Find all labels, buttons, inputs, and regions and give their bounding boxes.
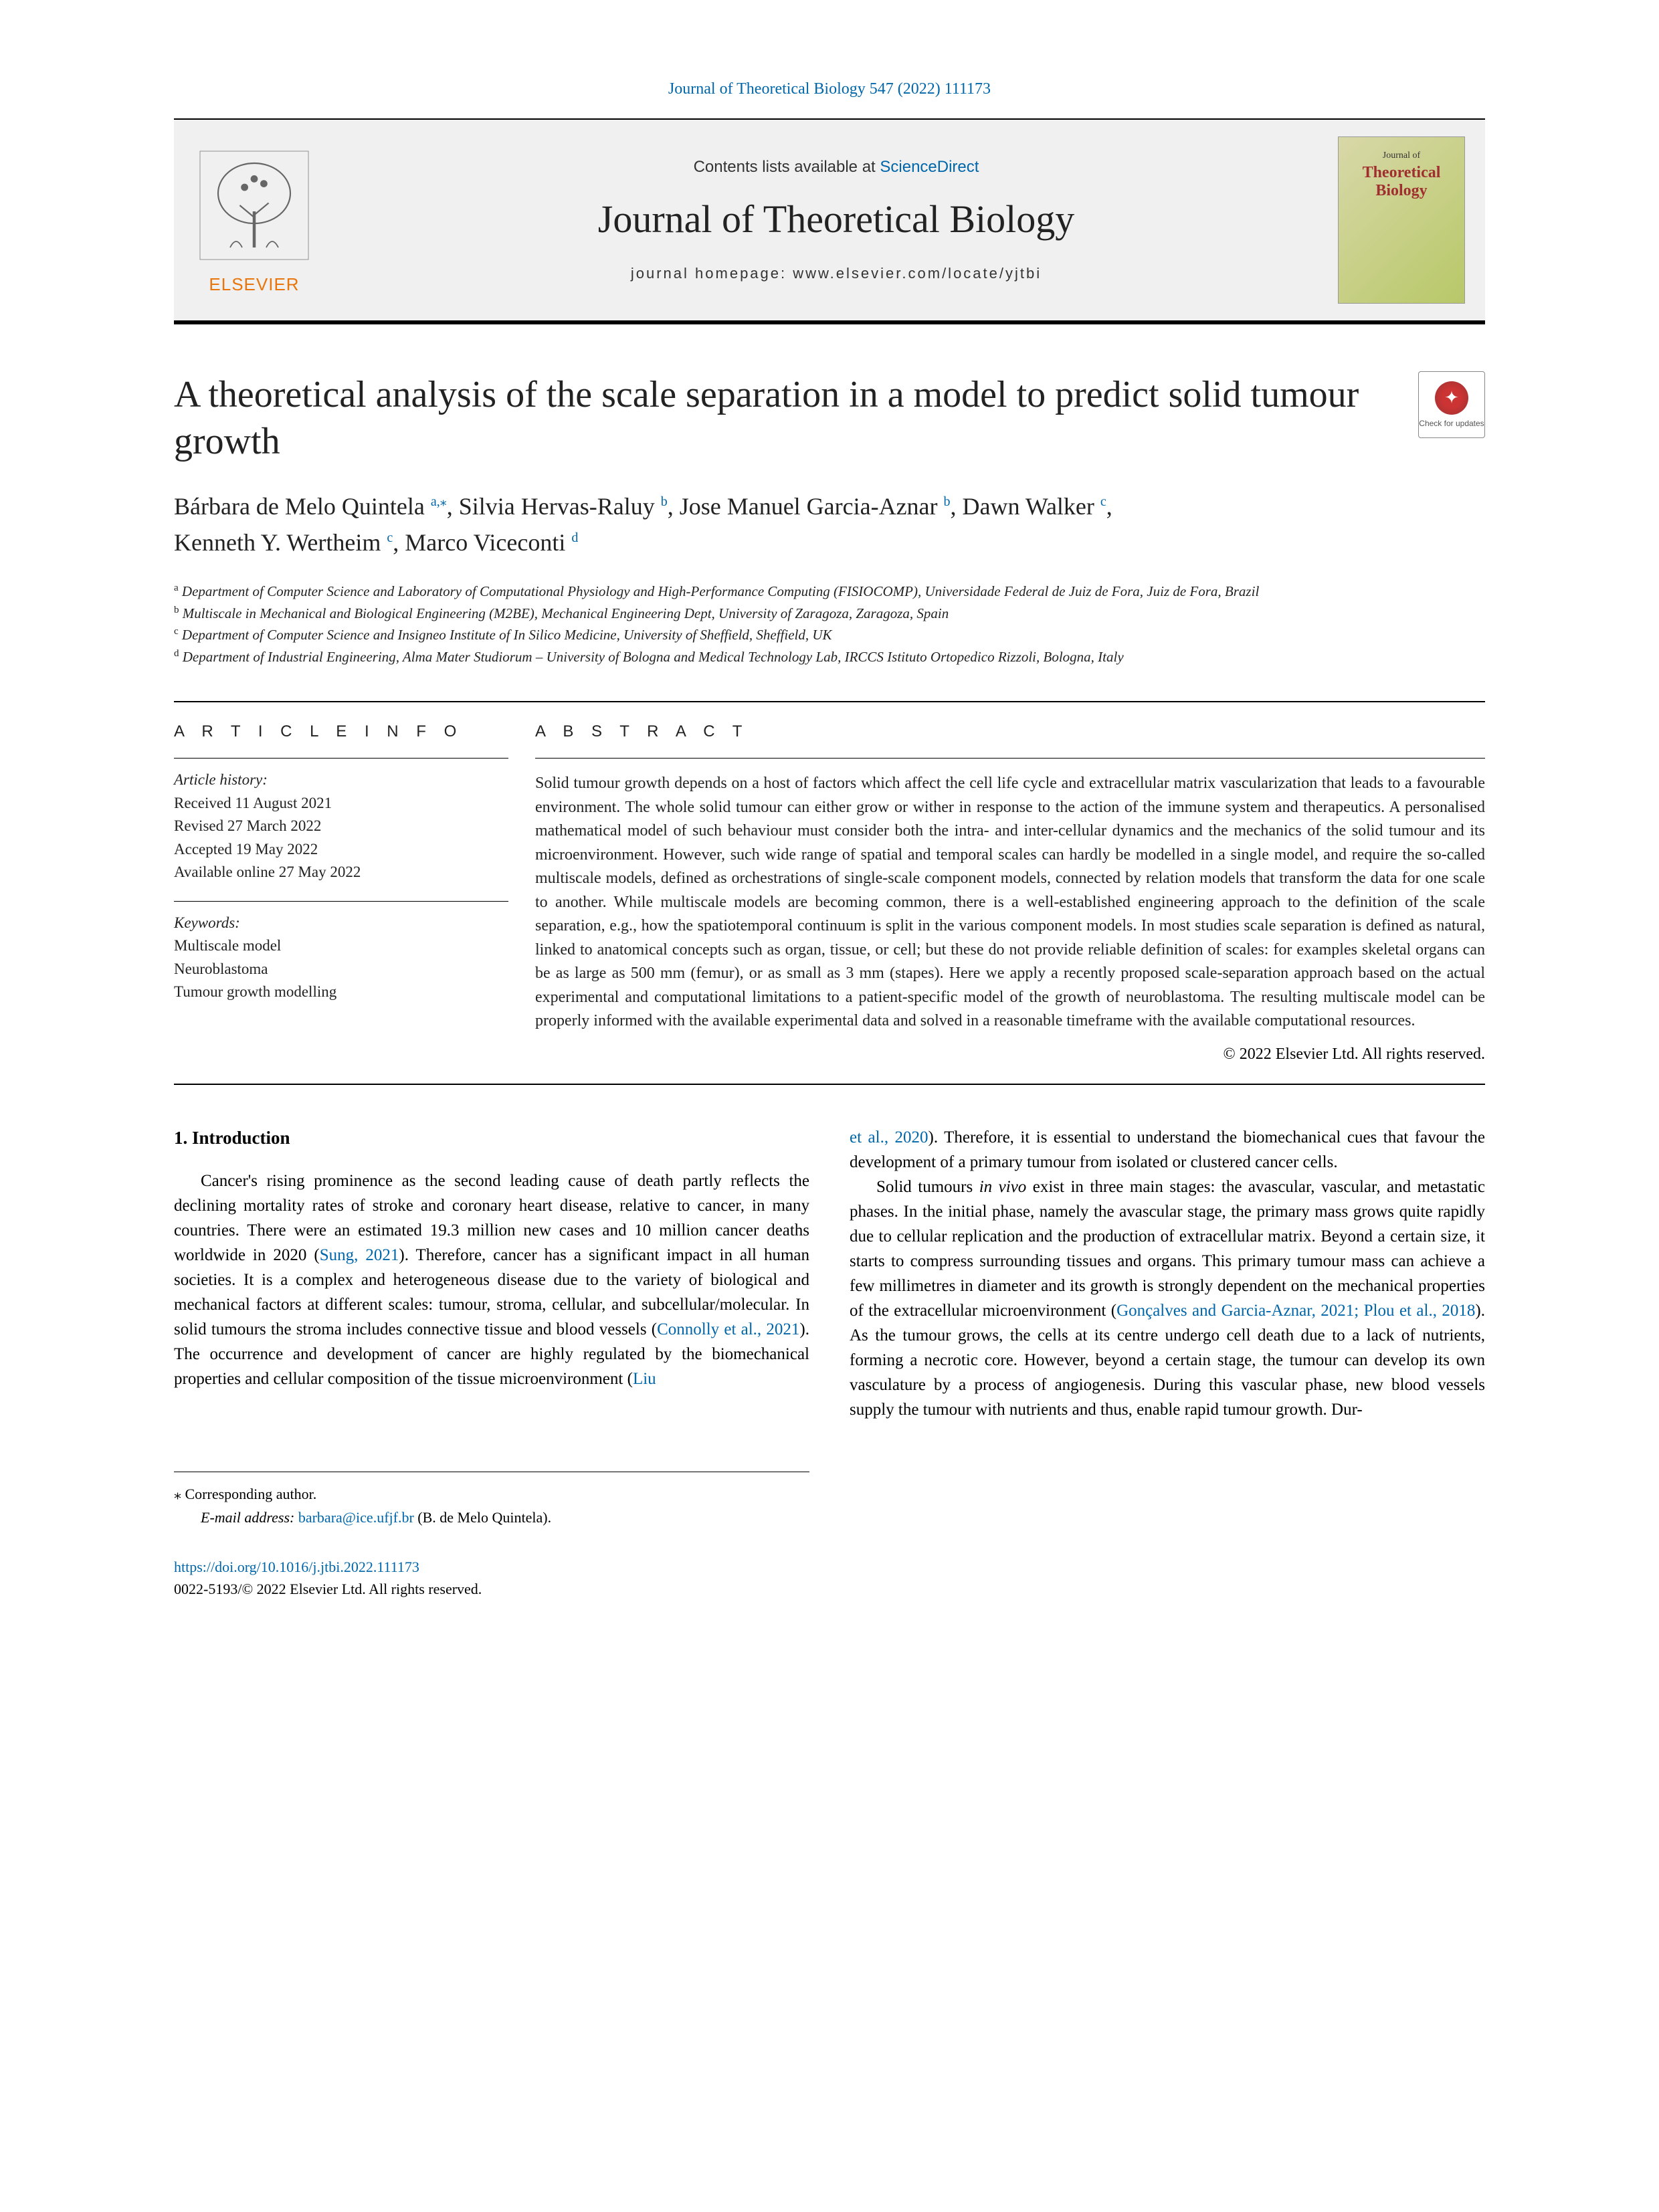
body-columns: 1. Introduction Cancer's rising prominen… (174, 1125, 1485, 1529)
thick-rule (174, 320, 1485, 324)
online-date: Available online 27 May 2022 (174, 861, 508, 884)
citation-header: Journal of Theoretical Biology 547 (2022… (174, 80, 1485, 98)
footnotes: ⁎ Corresponding author. E-mail address: … (174, 1472, 809, 1529)
citation-link[interactable]: Gonçalves and Garcia-Aznar, 2021; Plou e… (1116, 1302, 1475, 1320)
abstract-copyright: © 2022 Elsevier Ltd. All rights reserved… (535, 1045, 1485, 1064)
article-title: A theoretical analysis of the scale sepa… (174, 371, 1391, 465)
section-heading: 1. Introduction (174, 1125, 809, 1152)
title-row: A theoretical analysis of the scale sepa… (174, 371, 1485, 465)
contents-line: Contents lists available at ScienceDirec… (334, 158, 1338, 177)
publisher-name: ELSEVIER (187, 274, 321, 295)
check-updates-button[interactable]: ✦ Check for updates (1418, 371, 1485, 438)
body-paragraph: Solid tumours in vivo exist in three mai… (850, 1175, 1485, 1422)
journal-cover-thumbnail[interactable]: Journal of Theoretical Biology (1338, 136, 1465, 304)
check-updates-label: Check for updates (1419, 419, 1484, 428)
history-label: Article history: (174, 769, 508, 792)
abstract-column: A B S T R A C T Solid tumour growth depe… (535, 702, 1485, 1084)
body-paragraph: Cancer's rising prominence as the second… (174, 1169, 809, 1391)
citation-link[interactable]: Connolly et al., 2021 (657, 1320, 799, 1338)
crossmark-icon: ✦ (1435, 381, 1468, 415)
keyword: Multiscale model (174, 934, 508, 958)
cover-line3: Biology (1375, 182, 1427, 200)
keyword: Tumour growth modelling (174, 981, 508, 1004)
body-paragraph: et al., 2020). Therefore, it is essentia… (850, 1125, 1485, 1175)
abstract-text: Solid tumour growth depends on a host of… (535, 772, 1485, 1033)
cover-container: Journal of Theoretical Biology (1338, 136, 1485, 304)
footer-meta: https://doi.org/10.1016/j.jtbi.2022.1111… (174, 1556, 1485, 1600)
issn-copyright: 0022-5193/© 2022 Elsevier Ltd. All right… (174, 1578, 1485, 1600)
keywords-block: Keywords: Multiscale model Neuroblastoma… (174, 912, 508, 1004)
journal-banner: ELSEVIER Contents lists available at Sci… (174, 120, 1485, 320)
elsevier-tree-icon (194, 145, 314, 266)
revised-date: Revised 27 March 2022 (174, 815, 508, 838)
article-history: Article history: Received 11 August 2021… (174, 769, 508, 884)
corresponding-author-note: ⁎ Corresponding author. (174, 1482, 809, 1506)
homepage-line: journal homepage: www.elsevier.com/locat… (334, 265, 1338, 282)
citation-link[interactable]: Liu (633, 1370, 656, 1388)
authors-list: Bárbara de Melo Quintela a,⁎, Silvia Her… (174, 488, 1485, 561)
affiliation-a: a Department of Computer Science and Lab… (174, 581, 1485, 603)
affiliations-list: a Department of Computer Science and Lab… (174, 581, 1485, 668)
citation-link[interactable]: Sung, 2021 (320, 1246, 399, 1264)
citation-link[interactable]: et al., 2020 (850, 1128, 929, 1146)
homepage-prefix: journal homepage: (631, 265, 793, 282)
contents-prefix: Contents lists available at (694, 158, 880, 176)
article-info-column: A R T I C L E I N F O Article history: R… (174, 702, 535, 1084)
affiliation-b: b Multiscale in Mechanical and Biologica… (174, 603, 1485, 625)
accepted-date: Accepted 19 May 2022 (174, 838, 508, 862)
email-link[interactable]: barbara@ice.ufjf.br (298, 1509, 414, 1526)
cover-line1: Journal of (1383, 150, 1420, 161)
journal-title: Journal of Theoretical Biology (334, 197, 1338, 241)
cover-line2: Theoretical (1363, 164, 1441, 182)
info-abstract-block: A R T I C L E I N F O Article history: R… (174, 701, 1485, 1085)
received-date: Received 11 August 2021 (174, 792, 508, 815)
publisher-logo-block: ELSEVIER (174, 145, 334, 295)
affiliation-d: d Department of Industrial Engineering, … (174, 646, 1485, 668)
banner-center: Contents lists available at ScienceDirec… (334, 151, 1338, 289)
homepage-url[interactable]: www.elsevier.com/locate/yjtbi (793, 265, 1042, 282)
sciencedirect-link[interactable]: ScienceDirect (880, 158, 979, 176)
body-column-left: 1. Introduction Cancer's rising prominen… (174, 1125, 809, 1529)
abstract-heading: A B S T R A C T (535, 722, 1485, 741)
keywords-label: Keywords: (174, 912, 508, 935)
affiliation-c: c Department of Computer Science and Ins… (174, 624, 1485, 646)
email-line: E-mail address: barbara@ice.ufjf.br (B. … (174, 1506, 809, 1529)
doi-link[interactable]: https://doi.org/10.1016/j.jtbi.2022.1111… (174, 1556, 1485, 1578)
article-info-heading: A R T I C L E I N F O (174, 722, 508, 741)
keyword: Neuroblastoma (174, 958, 508, 981)
body-column-right: et al., 2020). Therefore, it is essentia… (850, 1125, 1485, 1529)
